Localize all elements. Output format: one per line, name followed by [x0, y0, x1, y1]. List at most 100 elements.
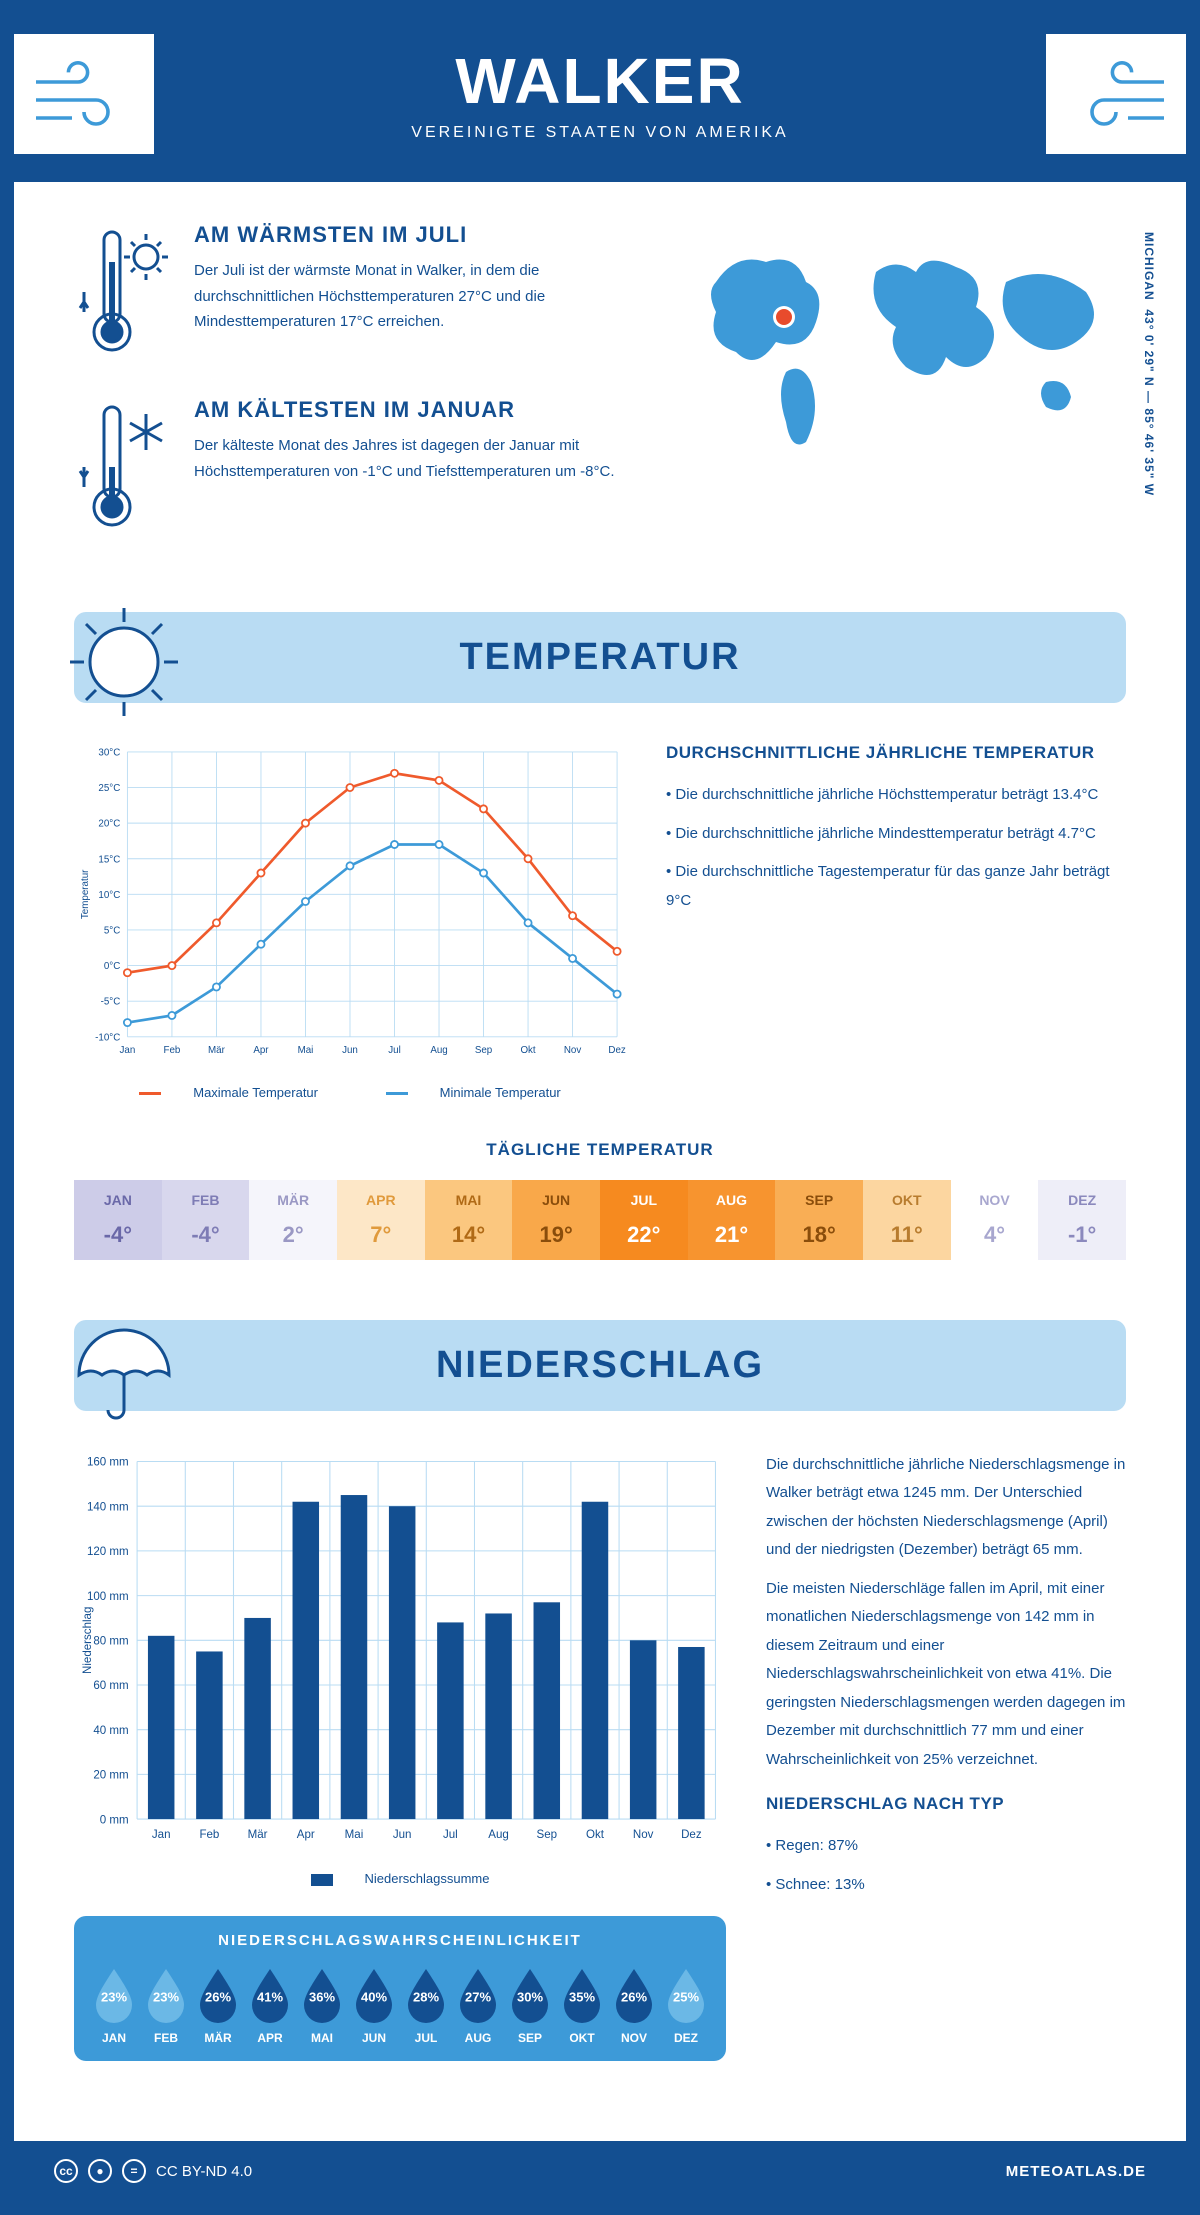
- daily-temperature-table: TÄGLICHE TEMPERATUR JAN-4°FEB-4°MÄR2°APR…: [74, 1140, 1126, 1260]
- temperature-title: TEMPERATUR: [114, 636, 1086, 679]
- svg-text:Feb: Feb: [164, 1045, 181, 1056]
- svg-text:5°C: 5°C: [104, 926, 120, 937]
- precip-prob-drop: 25%DEZ: [662, 1965, 710, 2045]
- svg-text:0°C: 0°C: [104, 961, 120, 972]
- precipitation-text: Die durchschnittliche jährliche Niedersc…: [766, 1451, 1126, 2062]
- svg-text:Temperatur: Temperatur: [80, 869, 91, 919]
- daily-temp-cell: JUN19°: [512, 1180, 600, 1260]
- daily-temp-cell: DEZ-1°: [1038, 1180, 1126, 1260]
- precip-prob-drop: 23%FEB: [142, 1965, 190, 2045]
- coldest-body: Der kälteste Monat des Jahres ist dagege…: [194, 433, 626, 484]
- country-subtitle: VEREINIGTE STAATEN VON AMERIKA: [34, 124, 1166, 142]
- coldest-heading: AM KÄLTESTEN IM JANUAR: [194, 397, 626, 423]
- daily-temp-cell: JAN-4°: [74, 1180, 162, 1260]
- sun-icon: [64, 602, 184, 722]
- daily-temp-cell: MÄR2°: [249, 1180, 337, 1260]
- wind-icon-left: [14, 34, 154, 154]
- svg-text:20 mm: 20 mm: [93, 1769, 128, 1781]
- coordinates: MICHIGAN 43° 0' 29" N — 85° 46' 35" W: [1142, 232, 1156, 496]
- precip-prob-drop: 35%OKT: [558, 1965, 606, 2045]
- svg-text:Niederschlag: Niederschlag: [82, 1606, 94, 1673]
- daily-temp-cell: FEB-4°: [162, 1180, 250, 1260]
- svg-text:Aug: Aug: [430, 1045, 447, 1056]
- temperature-section-header: TEMPERATUR: [74, 612, 1126, 703]
- thermometer-cold-icon: [74, 397, 174, 542]
- precip-prob-drop: 26%NOV: [610, 1965, 658, 2045]
- warmest-body: Der Juli ist der wärmste Monat in Walker…: [194, 258, 626, 335]
- svg-text:Sep: Sep: [537, 1829, 558, 1841]
- umbrella-icon: [64, 1310, 184, 1430]
- wind-icon-right: [1046, 34, 1186, 154]
- by-icon: ●: [88, 2159, 112, 2183]
- daily-temp-cell: JUL22°: [600, 1180, 688, 1260]
- svg-text:-5°C: -5°C: [101, 997, 121, 1008]
- thermometer-hot-icon: [74, 222, 174, 367]
- precipitation-probability-panel: NIEDERSCHLAGSWAHRSCHEINLICHKEIT 23%JAN23…: [74, 1916, 726, 2061]
- precip-chart-legend: Niederschlagssumme: [74, 1871, 726, 1886]
- svg-text:Nov: Nov: [564, 1045, 582, 1056]
- svg-text:30°C: 30°C: [98, 747, 120, 758]
- svg-text:Jan: Jan: [152, 1829, 171, 1841]
- svg-text:Okt: Okt: [520, 1045, 535, 1056]
- svg-text:80 mm: 80 mm: [93, 1635, 128, 1647]
- svg-text:120 mm: 120 mm: [87, 1546, 129, 1558]
- daily-temp-cell: OKT11°: [863, 1180, 951, 1260]
- temp-chart-legend: Maximale Temperatur Minimale Temperatur: [74, 1085, 626, 1100]
- svg-text:Mai: Mai: [298, 1045, 314, 1056]
- coldest-block: AM KÄLTESTEN IM JANUAR Der kälteste Mona…: [74, 397, 626, 542]
- svg-text:15°C: 15°C: [98, 854, 120, 865]
- svg-text:Mär: Mär: [248, 1829, 268, 1841]
- svg-text:25°C: 25°C: [98, 783, 120, 794]
- svg-text:Feb: Feb: [199, 1829, 219, 1841]
- svg-text:Nov: Nov: [633, 1829, 654, 1841]
- svg-text:Okt: Okt: [586, 1829, 605, 1841]
- svg-text:0 mm: 0 mm: [100, 1814, 129, 1826]
- precipitation-section-header: NIEDERSCHLAG: [74, 1320, 1126, 1411]
- annual-temp-text: DURCHSCHNITTLICHE JÄHRLICHE TEMPERATUR •…: [666, 743, 1126, 1100]
- svg-text:40 mm: 40 mm: [93, 1724, 128, 1736]
- svg-text:Sep: Sep: [475, 1045, 493, 1056]
- precip-prob-drop: 30%SEP: [506, 1965, 554, 2045]
- license-text: CC BY-ND 4.0: [156, 2163, 252, 2180]
- top-info-row: AM WÄRMSTEN IM JULI Der Juli ist der wär…: [74, 222, 1126, 572]
- svg-text:160 mm: 160 mm: [87, 1456, 129, 1468]
- svg-text:Jun: Jun: [342, 1045, 358, 1056]
- svg-text:Aug: Aug: [488, 1829, 509, 1841]
- svg-text:Mai: Mai: [345, 1829, 364, 1841]
- daily-temp-cell: AUG21°: [688, 1180, 776, 1260]
- svg-text:Apr: Apr: [253, 1045, 269, 1056]
- cc-icon: cc: [54, 2159, 78, 2183]
- warmest-block: AM WÄRMSTEN IM JULI Der Juli ist der wär…: [74, 222, 626, 367]
- svg-text:Jun: Jun: [393, 1829, 412, 1841]
- svg-text:10°C: 10°C: [98, 890, 120, 901]
- daily-temp-cell: SEP18°: [775, 1180, 863, 1260]
- svg-text:Jan: Jan: [120, 1045, 136, 1056]
- infographic-page: WALKER VEREINIGTE STAATEN VON AMERIKA AM…: [0, 0, 1200, 2215]
- daily-temp-cell: NOV4°: [951, 1180, 1039, 1260]
- warmest-heading: AM WÄRMSTEN IM JULI: [194, 222, 626, 248]
- temperature-line-chart: -10°C -5°C 0°C 5°C 10°C 15°C 20°C 25°C 30°C Jan Fe…: [74, 743, 626, 1100]
- svg-text:Jul: Jul: [388, 1045, 401, 1056]
- precipitation-title: NIEDERSCHLAG: [114, 1344, 1086, 1387]
- svg-text:Dez: Dez: [681, 1829, 702, 1841]
- svg-text:Dez: Dez: [608, 1045, 626, 1056]
- precip-prob-drop: 40%JUN: [350, 1965, 398, 2045]
- svg-text:-10°C: -10°C: [95, 1032, 120, 1043]
- svg-text:20°C: 20°C: [98, 819, 120, 830]
- footer: cc ● = CC BY-ND 4.0 METEOATLAS.DE: [14, 2141, 1186, 2201]
- precip-prob-drop: 23%JAN: [90, 1965, 138, 2045]
- nd-icon: =: [122, 2159, 146, 2183]
- site-credit: METEOATLAS.DE: [1006, 2163, 1146, 2180]
- precip-prob-drop: 27%AUG: [454, 1965, 502, 2045]
- location-title: WALKER: [34, 44, 1166, 118]
- daily-temp-cell: APR7°: [337, 1180, 425, 1260]
- header: WALKER VEREINIGTE STAATEN VON AMERIKA: [14, 14, 1186, 182]
- svg-text:Apr: Apr: [297, 1829, 315, 1841]
- precip-prob-drop: 41%APR: [246, 1965, 294, 2045]
- svg-text:100 mm: 100 mm: [87, 1590, 129, 1602]
- svg-text:140 mm: 140 mm: [87, 1501, 129, 1513]
- precip-prob-drop: 36%MAI: [298, 1965, 346, 2045]
- svg-text:Mär: Mär: [208, 1045, 226, 1056]
- precip-prob-drop: 28%JUL: [402, 1965, 450, 2045]
- license-badge: cc ● = CC BY-ND 4.0: [54, 2159, 252, 2183]
